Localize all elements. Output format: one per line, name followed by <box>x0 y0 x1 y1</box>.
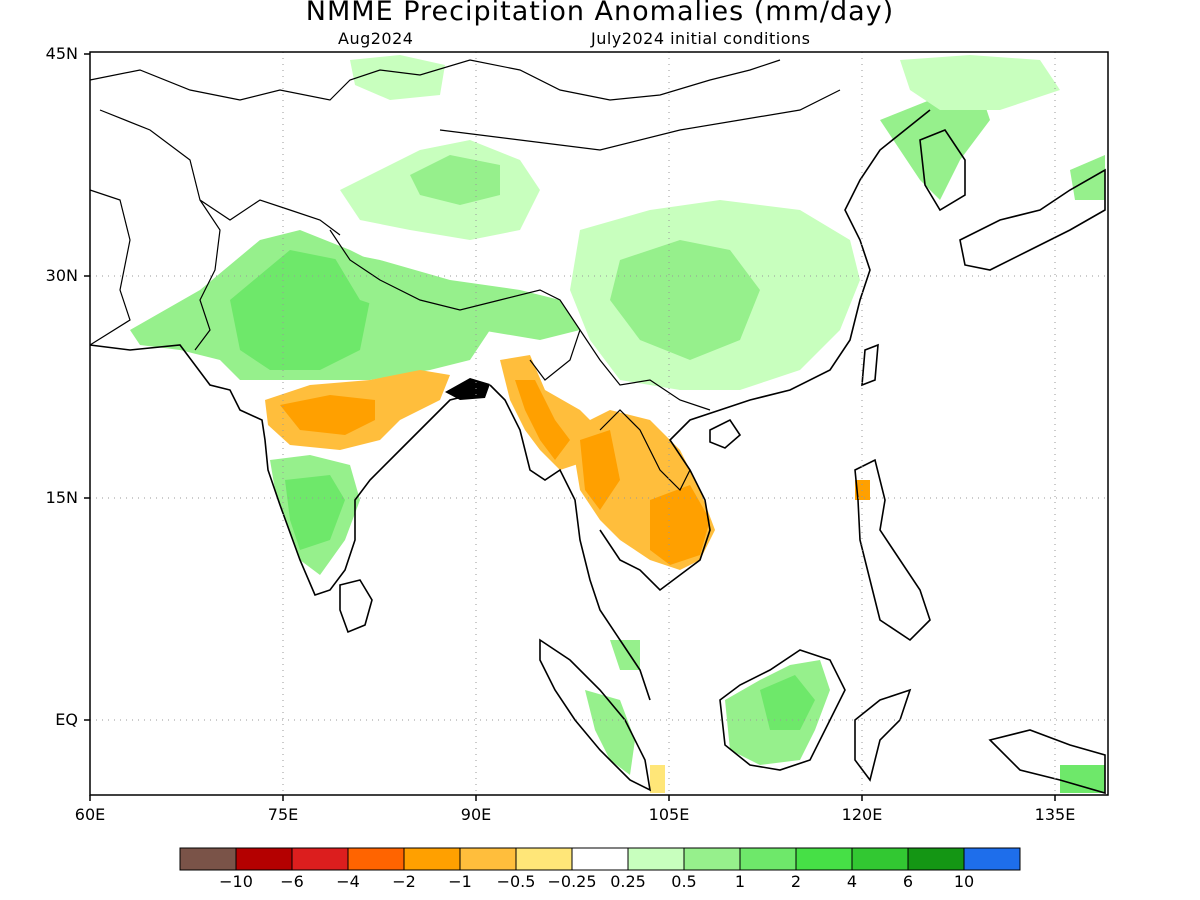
colorbar-swatch <box>739 847 797 871</box>
coast-sri-lanka <box>339 579 373 634</box>
lon-label-90e: 90E <box>460 805 492 824</box>
map-frame <box>89 51 1109 796</box>
colorbar-swatch <box>627 847 685 871</box>
lon-label-75e: 75E <box>267 805 299 824</box>
lat-label-15n: 15N <box>45 488 78 507</box>
lon-label-60e: 60E <box>74 805 106 824</box>
lat-label-45n: 45N <box>45 44 78 63</box>
colorbar-label: 1 <box>734 872 746 891</box>
anomaly-myanmar-core <box>515 380 570 460</box>
forecast-month: Aug2024 <box>338 29 414 48</box>
coast-korea <box>919 129 966 212</box>
colorbar-label: 0.5 <box>671 872 697 891</box>
anomaly-korea <box>880 90 990 200</box>
anomaly-thailand-core <box>580 430 620 510</box>
lat-label-eq: EQ <box>55 710 78 729</box>
anomaly-java <box>650 765 665 793</box>
coast-sumatra <box>539 638 652 792</box>
anomaly-fill <box>130 55 1105 793</box>
colorbar-swatch <box>515 847 573 871</box>
colorbar-label: 4 <box>846 872 858 891</box>
colorbar-label: 6 <box>902 872 914 891</box>
anomaly-north-india-core <box>230 250 370 370</box>
anomaly-south-india-core <box>285 475 345 550</box>
coast-japan <box>959 168 1106 271</box>
coast-gulf-thailand <box>599 109 931 592</box>
anomaly-borneo-core <box>760 675 815 730</box>
colorbar-label: −1 <box>448 872 472 891</box>
colorbar-label: 2 <box>790 872 802 891</box>
anomaly-malay <box>610 640 640 670</box>
anomaly-central-india-core <box>280 395 375 435</box>
coast-philippines <box>854 458 931 642</box>
border-afghanistan <box>99 109 341 236</box>
coast-hainan <box>709 418 742 449</box>
anomaly-japan <box>1070 155 1105 200</box>
border-iran <box>89 189 131 346</box>
colorbar-swatch <box>347 847 405 871</box>
colorbar-swatch <box>459 847 517 871</box>
lat-label-30n: 30N <box>45 266 78 285</box>
colorbar-swatch <box>291 847 349 871</box>
colorbar-swatch <box>179 847 237 871</box>
colorbar-label: −10 <box>219 872 253 891</box>
colorbar-label: −0.5 <box>496 872 536 891</box>
anomaly-new-guinea <box>1060 765 1105 793</box>
colorbar-swatch <box>403 847 461 871</box>
borders <box>89 59 841 492</box>
lon-label-105e: 105E <box>648 805 690 824</box>
border-himalaya <box>329 229 581 381</box>
map-title: NMME Precipitation Anomalies (mm/day) <box>305 0 895 27</box>
initial-conditions: July2024 initial conditions <box>591 29 811 48</box>
colorbar-label: −4 <box>336 872 360 891</box>
anomaly-sumatra <box>585 690 635 775</box>
colorbar-label: −0.25 <box>547 872 597 891</box>
coast-new-guinea <box>988 729 1106 795</box>
lon-label-135e: 135E <box>1034 805 1076 824</box>
colorbar <box>179 847 1021 871</box>
border-myanmar-china <box>579 329 711 411</box>
colorbar-swatch <box>907 847 965 871</box>
colorbar-swatch <box>235 847 293 871</box>
colorbar-swatch <box>795 847 853 871</box>
coast-taiwan <box>861 343 879 387</box>
anomaly-tibet-core <box>410 155 500 205</box>
border-pakistan-india <box>194 199 221 351</box>
bangladesh-coast <box>445 378 490 400</box>
anomaly-south-china-core <box>610 240 760 360</box>
colorbar-swatch <box>571 847 629 871</box>
colorbar-label: −6 <box>280 872 304 891</box>
coast-borneo <box>719 649 846 771</box>
colorbar-swatch <box>851 847 909 871</box>
anomaly-cambodia-core <box>650 485 710 565</box>
coast-sulawesi <box>854 688 912 782</box>
colorbar-label: 10 <box>953 872 975 891</box>
tick-marks <box>84 53 1056 801</box>
anomaly-mongolia <box>350 55 445 100</box>
lon-label-120e: 120E <box>841 805 883 824</box>
border-china-mongolia <box>439 89 841 151</box>
colorbar-label: −2 <box>392 872 416 891</box>
border-central-asia <box>89 59 781 101</box>
colorbar-swatch <box>683 847 741 871</box>
colorbar-label: 0.25 <box>610 872 646 891</box>
coastlines <box>89 109 1106 795</box>
anomaly-himalaya <box>330 250 580 340</box>
border-thailand-laos <box>599 409 691 492</box>
coast-arabia-india <box>89 344 471 596</box>
anomaly-ne-china <box>900 55 1060 110</box>
coast-bay-bengal-east <box>489 384 651 701</box>
colorbar-swatch <box>963 847 1021 871</box>
